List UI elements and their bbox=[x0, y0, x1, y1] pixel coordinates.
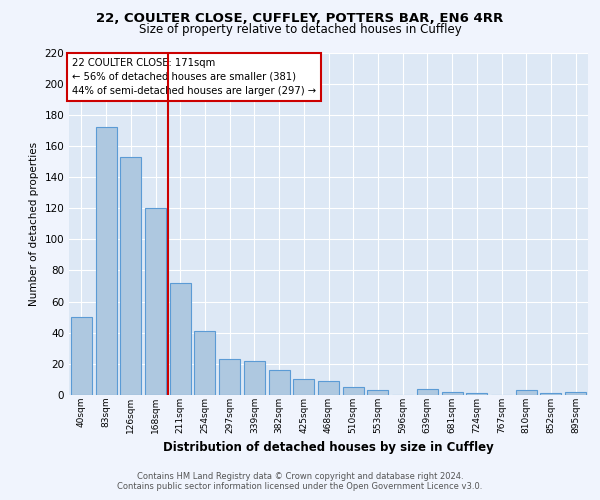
Bar bbox=[145, 208, 166, 395]
Bar bbox=[293, 380, 314, 395]
Bar bbox=[367, 390, 388, 395]
Bar bbox=[194, 331, 215, 395]
Bar bbox=[219, 359, 240, 395]
Bar bbox=[318, 381, 339, 395]
Text: Contains public sector information licensed under the Open Government Licence v3: Contains public sector information licen… bbox=[118, 482, 482, 491]
Bar bbox=[442, 392, 463, 395]
Bar bbox=[516, 390, 537, 395]
Bar bbox=[120, 157, 141, 395]
Bar bbox=[71, 317, 92, 395]
Y-axis label: Number of detached properties: Number of detached properties bbox=[29, 142, 39, 306]
X-axis label: Distribution of detached houses by size in Cuffley: Distribution of detached houses by size … bbox=[163, 441, 494, 454]
Text: 22 COULTER CLOSE: 171sqm
← 56% of detached houses are smaller (381)
44% of semi-: 22 COULTER CLOSE: 171sqm ← 56% of detach… bbox=[71, 58, 316, 96]
Bar bbox=[541, 394, 562, 395]
Text: Contains HM Land Registry data © Crown copyright and database right 2024.: Contains HM Land Registry data © Crown c… bbox=[137, 472, 463, 481]
Bar bbox=[244, 361, 265, 395]
Bar bbox=[565, 392, 586, 395]
Bar bbox=[269, 370, 290, 395]
Text: Size of property relative to detached houses in Cuffley: Size of property relative to detached ho… bbox=[139, 22, 461, 36]
Bar bbox=[170, 283, 191, 395]
Bar bbox=[95, 127, 116, 395]
Bar bbox=[417, 389, 438, 395]
Bar bbox=[343, 387, 364, 395]
Bar bbox=[466, 394, 487, 395]
Text: 22, COULTER CLOSE, CUFFLEY, POTTERS BAR, EN6 4RR: 22, COULTER CLOSE, CUFFLEY, POTTERS BAR,… bbox=[97, 12, 503, 26]
